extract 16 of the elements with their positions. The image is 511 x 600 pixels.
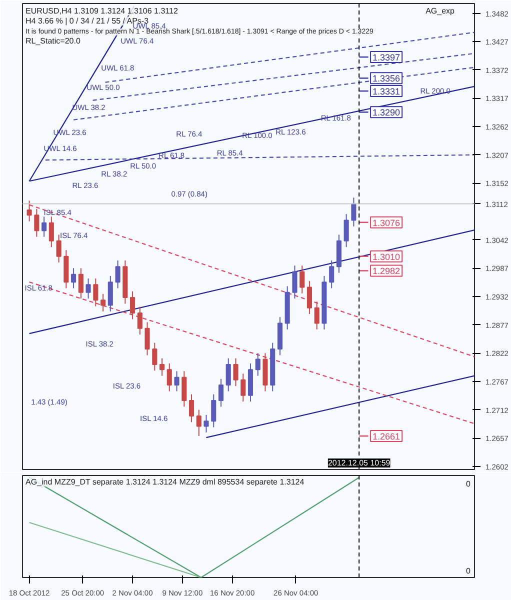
ref-line-label: 1.3010: [372, 252, 400, 262]
text: H4 3.66 % | 0 / 34 / 21 / 55 / APs-3: [26, 16, 150, 26]
ref-line-label: 1.3331: [372, 86, 400, 97]
ref-line-label: 1.3397: [372, 52, 400, 63]
ref-line-label: 2012.12.05 10:59: [328, 458, 391, 468]
annotation: 0: [466, 566, 472, 576]
ref-line-label: 1.3076: [372, 218, 400, 228]
ref-line-label: 1.3290: [372, 108, 400, 118]
annotation: AG_exp: [426, 6, 456, 16]
annotation: 0: [466, 480, 472, 488]
chart-title: AG_ind MZZ9_DT separate 1.3124 1.3124 MZZ9 dml 895534 separete 1.3124: [26, 478, 305, 486]
ref-line-label: 1.2982: [372, 266, 400, 276]
ref-line-label: 1.2661: [372, 432, 400, 442]
ref-line-label: 1.3356: [372, 74, 400, 84]
chart-title: EURUSD,H4 1.3109 1.3124 1.3106 1.3112: [26, 6, 178, 16]
annotation: RL_Static=20.0: [26, 36, 81, 46]
